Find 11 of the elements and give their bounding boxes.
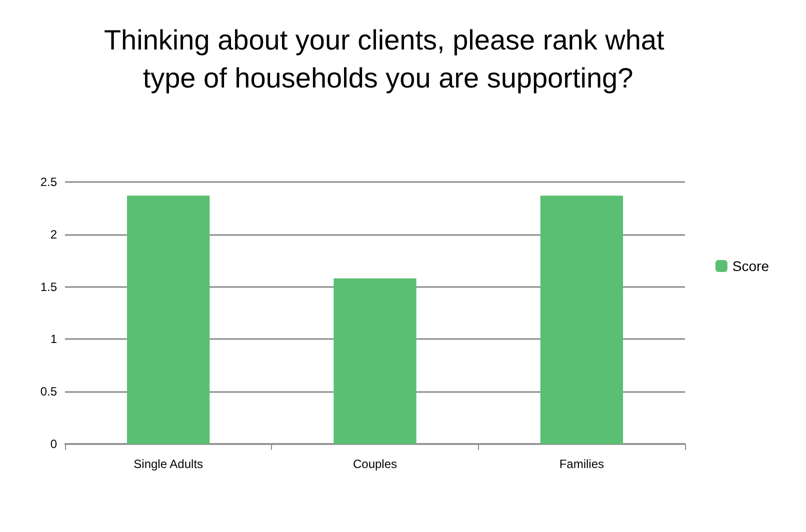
- chart-title: Thinking about your clients, please rank what type of households you are supporting?: [104, 24, 672, 94]
- y-tick-label: 2: [50, 227, 58, 242]
- y-tick-label: 1: [50, 332, 58, 346]
- legend-label: Score: [732, 258, 770, 274]
- y-tick-label: 0.5: [40, 384, 58, 399]
- x-tick-label: Families: [559, 457, 604, 471]
- x-tick-label: Couples: [352, 457, 398, 471]
- y-tick-label: 2.5: [40, 175, 58, 189]
- x-tick-label: Single Adults: [134, 457, 204, 471]
- y-tick-label: 1.5: [40, 280, 58, 294]
- y-tick-label: 0: [50, 437, 58, 451]
